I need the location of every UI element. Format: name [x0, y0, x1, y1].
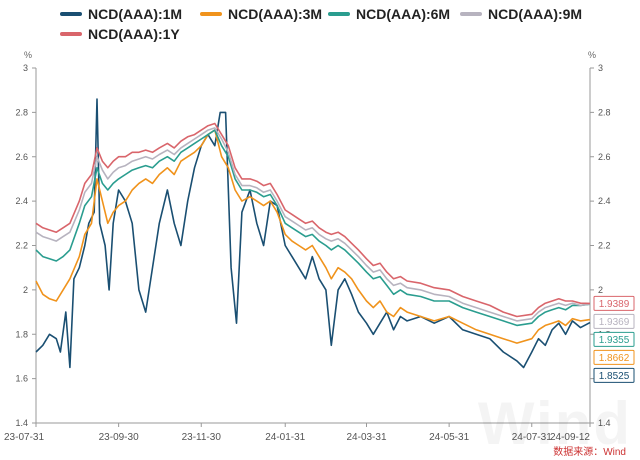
x-tick-label: 24-09-12	[550, 432, 590, 443]
legend-label-6m: NCD(AAA):6M	[356, 6, 451, 22]
y-tick-label-right: 2.8	[598, 107, 611, 117]
end-value-label: 1.9355	[599, 335, 630, 346]
y-tick-label-left: 2.4	[15, 196, 28, 206]
series-line-ncd-aaa-6m	[35, 129, 591, 327]
x-tick-label: 24-05-31	[429, 432, 469, 443]
end-value-box	[593, 349, 635, 365]
end-value-label: 1.8525	[599, 371, 630, 382]
y-tick-label-left: 2	[23, 285, 28, 295]
right-unit-label: %	[588, 50, 597, 60]
y-tick-label-left: 2.2	[15, 241, 28, 251]
y-tick-label-left: 1.4	[15, 418, 28, 428]
legend-item-1y: NCD(AAA):1Y	[60, 26, 180, 42]
legend-swatch-9m	[460, 12, 482, 16]
y-tick-label-left: 1.6	[15, 374, 28, 384]
x-tick-label: 23-11-30	[182, 432, 222, 443]
series-line-ncd-aaa-1y	[35, 122, 591, 318]
y-tick-label-right: 1.4	[598, 418, 611, 428]
wind-watermark: Wind	[478, 389, 632, 458]
legend-swatch-1y	[60, 32, 82, 36]
end-value-label: 1.8662	[599, 353, 630, 364]
left-unit-label: %	[24, 50, 33, 60]
y-tick-label-left: 1.8	[15, 329, 28, 339]
legend-item-3m: NCD(AAA):3M	[200, 6, 322, 22]
legend-label-9m: NCD(AAA):9M	[488, 6, 583, 22]
y-tick-label-right: 2.6	[598, 152, 611, 162]
end-value-label: 1.9369	[599, 317, 630, 328]
y-tick-label-right: 3	[598, 63, 603, 73]
legend-label-1y: NCD(AAA):1Y	[88, 26, 180, 42]
legend-item-6m: NCD(AAA):6M	[328, 6, 450, 22]
y-tick-label-right: 2	[598, 285, 603, 295]
x-tick-label: 24-01-31	[265, 432, 305, 443]
end-value-box	[593, 295, 635, 311]
y-tick-label-right: 2.2	[598, 241, 611, 251]
series-line-ncd-aaa-9m	[35, 127, 591, 322]
x-tick-label: 24-07-31	[512, 432, 552, 443]
end-value-box	[593, 313, 635, 329]
end-value-box	[593, 367, 635, 383]
legend-item-1m: NCD(AAA):1M	[60, 6, 182, 22]
legend-swatch-1m	[60, 12, 82, 16]
legend-swatch-3m	[200, 12, 222, 16]
end-value-box	[593, 331, 635, 347]
y-tick-label-right: 2.4	[598, 196, 611, 206]
legend-label-3m: NCD(AAA):3M	[228, 6, 323, 22]
series-line-ncd-aaa-3m	[35, 129, 591, 344]
legend-swatch-6m	[328, 12, 350, 16]
series-line-ncd-aaa-1m	[35, 98, 591, 369]
end-value-label: 1.9389	[599, 299, 630, 310]
x-tick-label: 23-09-30	[99, 432, 139, 443]
data-source-label: 数据来源：Wind	[553, 447, 626, 458]
legend-item-9m: NCD(AAA):9M	[460, 6, 582, 22]
x-tick-label: 23-07-31	[4, 432, 44, 443]
y-tick-label-left: 2.6	[15, 152, 28, 162]
legend-label-1m: NCD(AAA):1M	[88, 6, 183, 22]
y-tick-label-left: 2.8	[15, 107, 28, 117]
y-tick-label-left: 3	[23, 63, 28, 73]
x-tick-label: 24-03-31	[346, 432, 386, 443]
